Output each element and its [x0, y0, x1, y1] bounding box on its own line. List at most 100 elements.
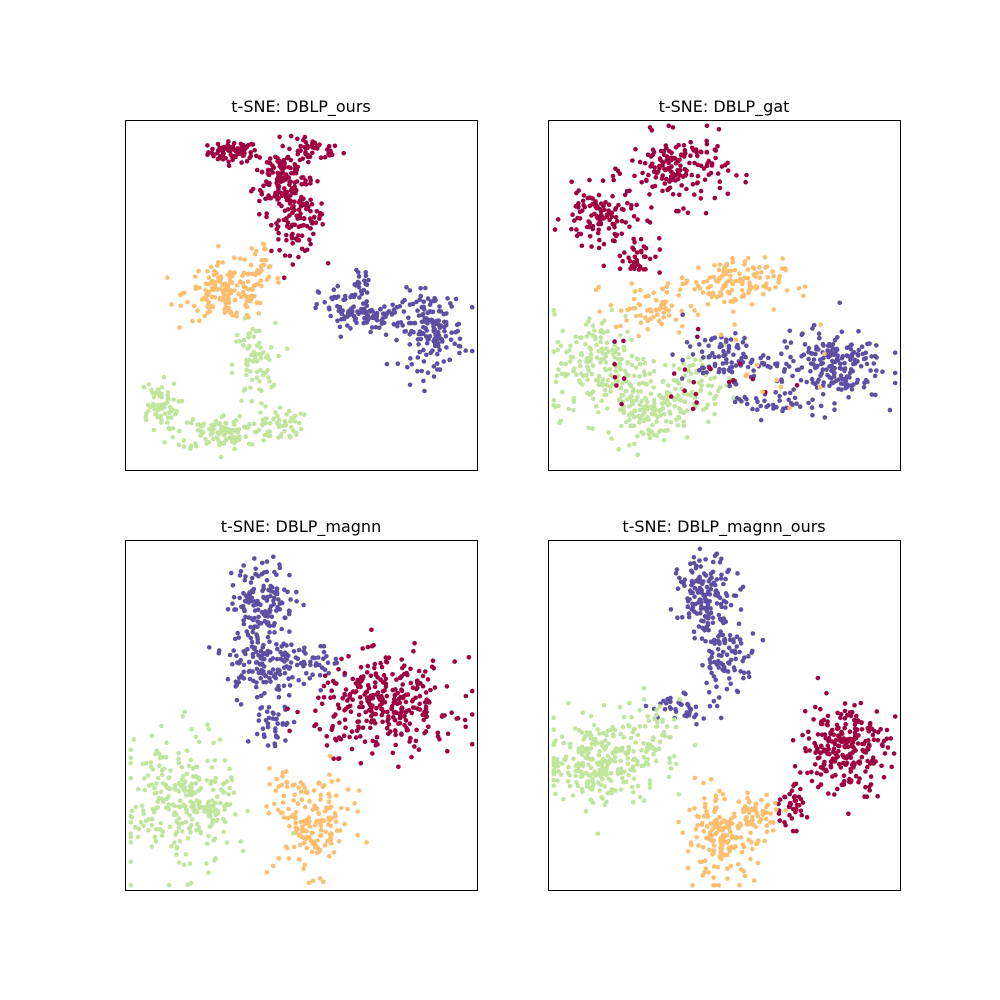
class-2-point: [740, 658, 745, 664]
class-0-point: [856, 779, 861, 785]
class-0-point: [649, 205, 654, 210]
class-0-point: [704, 138, 709, 144]
class-0-point: [622, 192, 628, 198]
class-1-point: [770, 820, 776, 825]
class-3-point: [193, 444, 199, 449]
class-3-point: [261, 438, 266, 443]
class-2-point: [341, 297, 346, 303]
class-2-point: [255, 640, 261, 645]
class-3-point: [150, 767, 155, 772]
class-0-point: [394, 677, 399, 682]
class-3-point: [210, 429, 215, 435]
class-1-point: [732, 267, 738, 273]
class-0-point: [293, 236, 299, 241]
class-0-point: [257, 212, 262, 217]
panel-dblp-magnn: t-SNE: DBLP_magnn: [125, 517, 478, 891]
class-3-point: [641, 697, 647, 702]
class-0-point: [261, 183, 266, 188]
class-1-point: [334, 793, 339, 798]
class-0-point: [809, 769, 814, 775]
class-0-point: [370, 738, 376, 744]
class-0-point: [791, 806, 796, 812]
class-3-point: [284, 412, 289, 417]
class-3-point: [588, 347, 594, 352]
class-2-point: [724, 686, 730, 692]
class-2-point: [266, 587, 271, 593]
class-2-point: [790, 373, 795, 379]
class-0-point: [356, 712, 362, 718]
class-1-point: [712, 818, 718, 824]
class-0-point: [400, 695, 406, 701]
class-1-point: [745, 275, 751, 281]
class-0-point: [336, 667, 341, 672]
class-3-point: [640, 380, 646, 386]
class-2-point: [723, 600, 729, 605]
class-0-point: [301, 137, 306, 143]
class-3-point: [174, 819, 179, 824]
class-2-point: [836, 386, 841, 392]
class-1-point: [302, 862, 308, 868]
class-3-point: [233, 811, 238, 817]
class-0-point: [631, 266, 637, 272]
class-1-point: [728, 863, 734, 869]
class-2-point: [690, 601, 695, 607]
class-0-point: [325, 147, 330, 152]
class-0-point: [280, 143, 286, 149]
class-0-point: [390, 672, 395, 677]
class-3-point: [718, 385, 723, 390]
class-2-point: [237, 595, 242, 601]
class-0-point: [818, 772, 824, 777]
class-3-point: [631, 423, 637, 429]
class-3-point: [643, 417, 648, 422]
class-0-point: [435, 730, 441, 736]
class-1-point: [657, 307, 662, 312]
class-0-point: [225, 147, 231, 153]
class-1-point: [302, 821, 308, 826]
class-3-point: [176, 860, 182, 865]
class-3-point: [242, 316, 248, 321]
class-3-point: [551, 397, 557, 403]
class-2-point: [746, 654, 751, 659]
class-2-point: [431, 374, 437, 379]
class-1-point: [245, 271, 251, 277]
class-3-point: [181, 774, 186, 779]
class-1-point: [267, 781, 273, 787]
class-0-point: [313, 708, 318, 714]
class-0-point: [414, 686, 419, 692]
class-3-point: [260, 421, 266, 427]
class-3-point: [619, 770, 624, 776]
class-0-point: [812, 762, 818, 767]
class-0-point: [342, 670, 348, 676]
class-1-point: [747, 799, 752, 805]
class-2-point: [731, 637, 736, 642]
class-2-point: [385, 310, 390, 316]
class-0-point: [305, 143, 311, 149]
class-3-point: [194, 828, 199, 833]
class-2-point: [457, 336, 463, 342]
class-2-point: [822, 415, 828, 420]
class-3-point: [252, 352, 258, 357]
class-0-point: [835, 743, 841, 748]
class-0-point: [701, 166, 707, 171]
class-1-point: [705, 814, 711, 819]
class-2-point: [738, 607, 744, 612]
class-0-point: [380, 719, 385, 725]
class-1-point: [313, 819, 319, 824]
class-3-point: [250, 326, 255, 332]
class-2-point: [266, 715, 272, 721]
class-0-point: [257, 188, 263, 193]
class-2-point: [827, 343, 832, 349]
class-0-point: [619, 401, 624, 407]
class-2-point: [230, 601, 235, 606]
class-0-point: [437, 737, 442, 742]
class-3-point: [194, 764, 200, 769]
class-2-point: [684, 340, 690, 345]
class-0-point: [313, 220, 319, 225]
class-3-point: [165, 415, 171, 420]
class-3-point: [646, 718, 651, 724]
class-2-point: [254, 731, 260, 737]
class-0-point: [318, 155, 324, 160]
class-1-point: [817, 385, 823, 390]
class-1-point: [280, 774, 285, 779]
class-2-point: [786, 397, 791, 403]
